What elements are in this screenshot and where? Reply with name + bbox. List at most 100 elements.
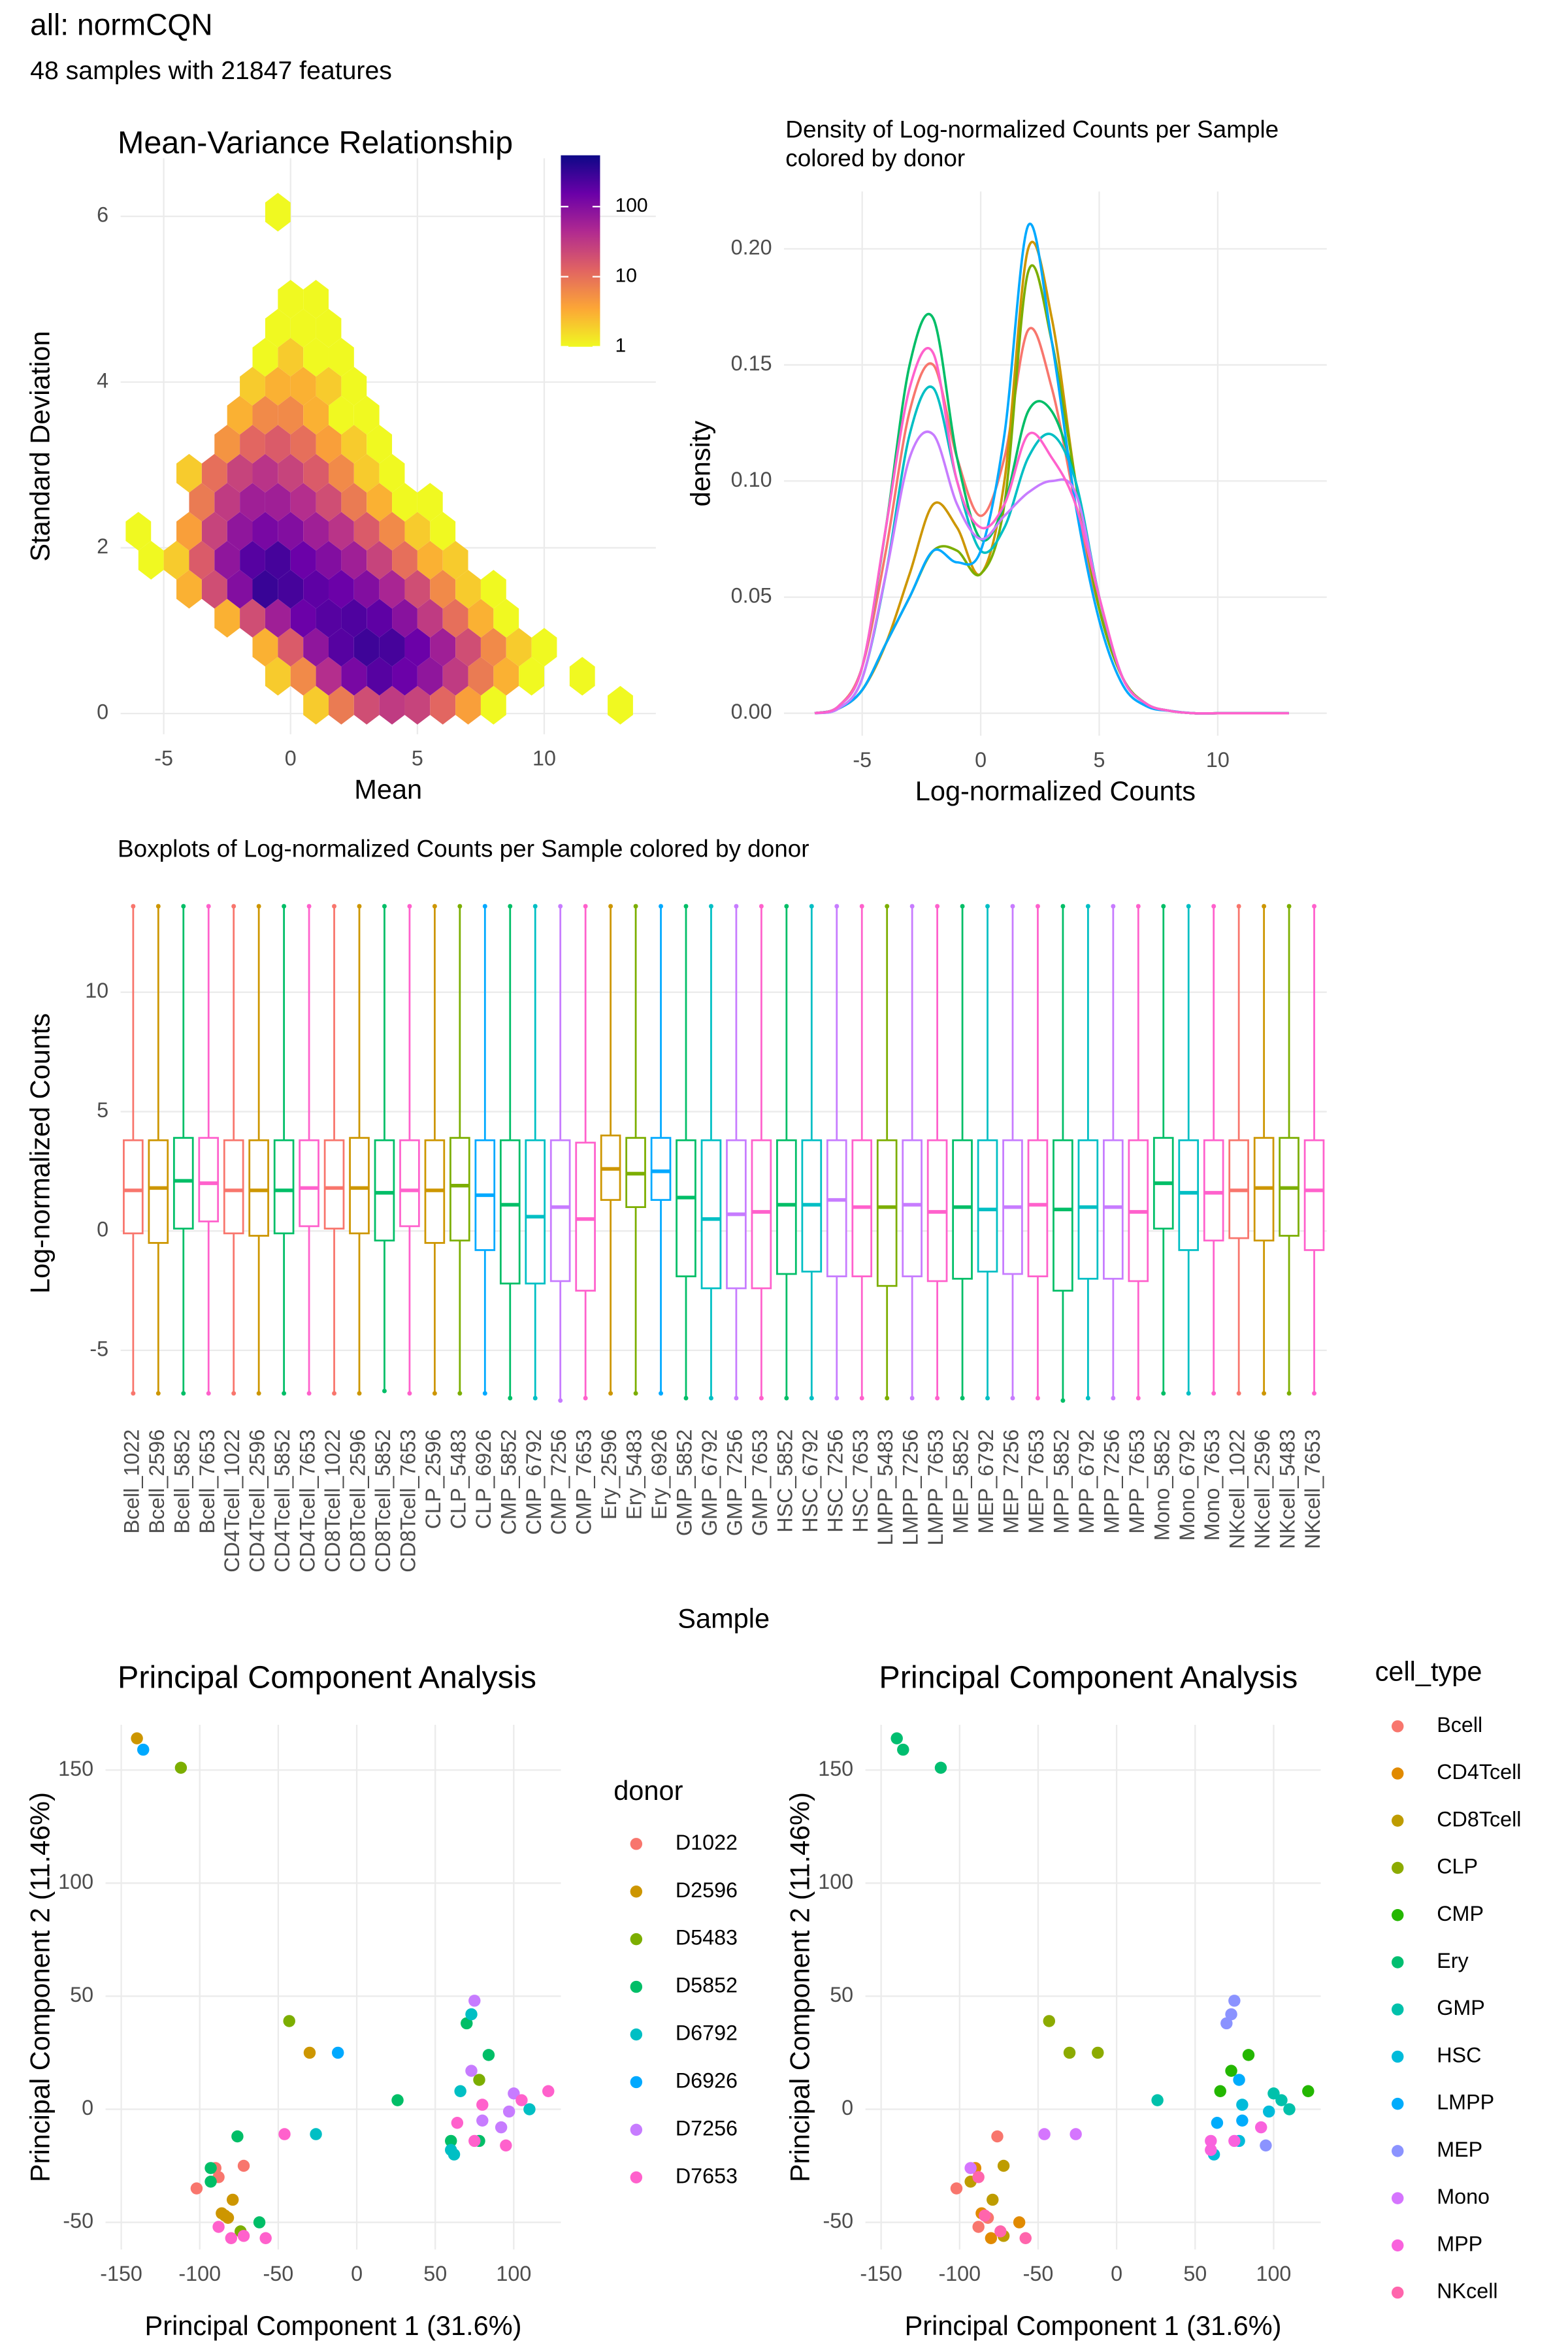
point (476, 2114, 489, 2127)
legend-swatch (1392, 2050, 1404, 2063)
y-tick-label: 0.10 (731, 468, 772, 491)
y-tick-label: 100 (818, 1870, 853, 1893)
upper-point (332, 904, 336, 909)
y-tick-label: 0 (97, 1218, 108, 1241)
point (1092, 2046, 1104, 2059)
point (500, 2139, 512, 2152)
box (198, 1137, 220, 1222)
point (508, 2087, 520, 2100)
x-tick-label: Bcell_1022 (120, 1429, 143, 1534)
hex-cell (252, 570, 278, 609)
box (499, 1139, 521, 1284)
box (700, 1139, 722, 1290)
hex-cell (278, 512, 304, 551)
x-tick-label: 0 (975, 748, 987, 772)
hex-cell (316, 367, 342, 406)
hex-cell (468, 598, 494, 638)
legend-swatch (1392, 2003, 1404, 2016)
box (751, 1139, 772, 1290)
legend-swatch (1392, 1814, 1404, 1827)
x-tick-label: CD8Tcell_5852 (371, 1429, 395, 1573)
hex-cell (290, 657, 316, 696)
point (131, 1732, 143, 1744)
hex-cell (176, 453, 202, 493)
point (226, 2193, 239, 2206)
point (468, 2134, 481, 2148)
point (237, 2230, 250, 2242)
hex-cell (367, 657, 393, 696)
hex-cell (417, 540, 443, 580)
hex-cell (404, 685, 431, 725)
lower-point (256, 1391, 261, 1396)
hex-cell (303, 570, 329, 609)
y-tick-label: 150 (818, 1757, 853, 1780)
hex-cell (341, 657, 367, 696)
upper-point (482, 904, 487, 909)
hex-cell (328, 395, 354, 435)
hex-cell (290, 540, 316, 580)
hex-cell (417, 598, 443, 638)
hex-cell (353, 453, 380, 493)
hex-cell (303, 628, 329, 667)
upper-point (834, 904, 840, 909)
hex-cell (353, 512, 380, 551)
hex-cell (240, 598, 265, 638)
x-tick-label: Mono_5852 (1150, 1429, 1173, 1541)
point (391, 2094, 404, 2106)
x-tick-label: Mono_7653 (1200, 1429, 1224, 1541)
x-tick-label: CMP_7256 (547, 1429, 570, 1535)
legend-title: donor (613, 1775, 683, 1806)
colorbar (561, 155, 600, 347)
point (1043, 2015, 1056, 2027)
x-tick-label: HSC_5852 (773, 1429, 796, 1533)
hex-cell (506, 628, 532, 667)
legend-swatch (1392, 1767, 1404, 1780)
lower-point (1060, 1398, 1066, 1403)
point (1013, 2216, 1026, 2229)
page-subtitle: 48 samples with 21847 features (30, 56, 392, 85)
x-tick-label: LMPP_7653 (924, 1429, 947, 1546)
point (985, 2232, 998, 2244)
box (1027, 1139, 1049, 1277)
point (934, 1761, 947, 1774)
x-tick-label: GMP_7653 (748, 1429, 772, 1536)
hex-cell (252, 338, 278, 377)
hex-cell (531, 628, 557, 667)
x-tick-label: LMPP_5483 (874, 1429, 897, 1546)
upper-point (1085, 904, 1090, 909)
hex-cell (201, 570, 227, 609)
x-tick-label: 50 (423, 2262, 447, 2285)
lower-point (558, 1398, 563, 1403)
hex-cell (303, 338, 329, 377)
upper-point (1010, 904, 1015, 909)
upper-point (1211, 904, 1217, 909)
point (476, 2099, 489, 2111)
upper-point (1312, 904, 1316, 909)
legend-label: CLP (1437, 1855, 1478, 1878)
upper-point (859, 904, 864, 909)
x-tick-label: Bcell_2596 (145, 1429, 169, 1534)
point (465, 2008, 478, 2021)
hex-cell (341, 425, 367, 464)
legend-swatch (1392, 1720, 1404, 1733)
point (972, 2221, 985, 2233)
box (525, 1139, 546, 1284)
chart-title: Mean-Variance Relationship (118, 125, 513, 160)
hex-cell (227, 512, 253, 551)
legend-swatch (1392, 2097, 1404, 2110)
x-tick-label: 100 (1256, 2262, 1291, 2285)
box (1053, 1139, 1073, 1292)
lower-point (583, 1396, 588, 1401)
upper-point (231, 904, 237, 909)
upper-point (407, 904, 412, 909)
hex-cell (442, 657, 468, 696)
x-axis-title: Mean (354, 774, 422, 805)
upper-point (382, 904, 387, 909)
y-tick-label: 0.00 (731, 700, 772, 723)
hex-cell (290, 425, 316, 464)
y-tick-label: -50 (63, 2209, 93, 2232)
point (979, 2209, 991, 2222)
box (449, 1137, 470, 1242)
density-line (814, 347, 1289, 715)
legend-label: D5483 (676, 1926, 738, 1950)
